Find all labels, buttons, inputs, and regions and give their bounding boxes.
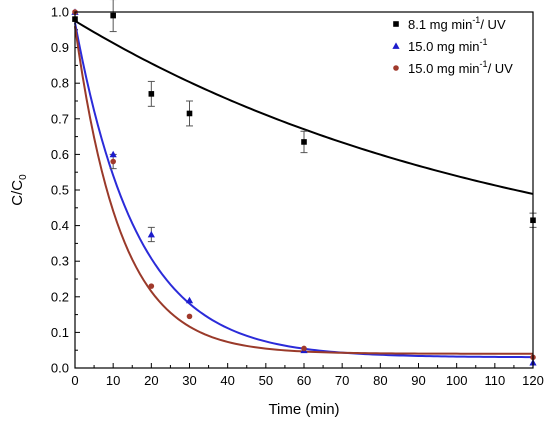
fit-curve: [74, 20, 534, 195]
plot-frame: [74, 11, 534, 369]
y-tick-label: 0.6: [51, 147, 69, 162]
legend-label-superscript: -1: [472, 15, 480, 25]
x-tick-label: 40: [220, 373, 234, 388]
y-tick-label: 0.4: [51, 218, 69, 233]
legend-marker: [393, 65, 399, 71]
legend-marker: [392, 42, 400, 49]
y-axis-label-main: C/C: [9, 180, 26, 206]
y-tick-label: 0.2: [51, 289, 69, 304]
legend-label: 15.0 mg min-1/ UV: [408, 59, 513, 76]
data-point: [110, 12, 116, 19]
x-tick-label: 100: [446, 373, 468, 388]
y-axis-ticks: 0.0 0.1 0.2 0.3 0.4 0.5 0.6 0.7 0.8 0.9 1.0: [51, 5, 80, 376]
legend-label-superscript: -1: [480, 59, 488, 69]
y-tick-label: 1.0: [51, 5, 69, 20]
y-tick-label: 0.3: [51, 254, 69, 269]
legend-label-suffix: / UV: [488, 61, 514, 76]
data-point: [186, 110, 193, 117]
x-axis-label: Time (min): [268, 401, 339, 418]
data-point: [148, 283, 155, 289]
legend-label: 15.0 mg min-1: [408, 37, 488, 54]
y-tick-label: 0.0: [51, 361, 69, 376]
y-axis-label: C/C0: [9, 174, 29, 206]
x-tick-label: 10: [106, 373, 120, 388]
legend-label-superscript: -1: [480, 37, 488, 47]
legend-label-suffix: / UV: [480, 17, 506, 32]
y-tick-label: 0.8: [51, 76, 69, 91]
x-tick-label: 110: [484, 373, 505, 388]
data-point: [148, 91, 155, 97]
data-point: [185, 296, 194, 304]
data-point: [147, 230, 155, 238]
error-bars: [109, 0, 537, 243]
data-point: [301, 345, 307, 352]
y-tick-label: 0.9: [51, 40, 69, 55]
x-tick-label: 70: [335, 373, 349, 388]
x-tick-label: 30: [182, 373, 196, 388]
x-tick-label: 80: [373, 373, 387, 388]
legend-label: 8.1 mg min-1/ UV: [408, 15, 506, 32]
x-tick-label: 0: [71, 373, 78, 388]
x-axis-ticks: 0 10 20 30 40 50 60 70 80 90 100 110 120: [71, 363, 544, 388]
x-tick-label: 120: [522, 373, 544, 388]
data-point: [186, 313, 193, 320]
x-tick-label: 60: [297, 373, 311, 388]
data-point: [110, 158, 116, 165]
data-point: [301, 139, 307, 145]
legend-label-text: 8.1 mg min: [408, 17, 472, 32]
x-tick-label: 20: [144, 373, 158, 388]
x-tick-label: 90: [411, 373, 425, 388]
legend-label-text: 15.0 mg min: [408, 39, 480, 54]
x-tick-label: 50: [259, 373, 273, 388]
y-tick-label: 0.7: [51, 111, 69, 126]
data-point: [109, 150, 117, 158]
legend-label-text: 15.0 mg min: [408, 61, 480, 76]
y-tick-label: 0.5: [51, 183, 69, 198]
y-tick-label: 0.1: [51, 325, 69, 340]
legend-marker: [393, 21, 399, 27]
y-axis-label-subscript: 0: [18, 174, 29, 180]
